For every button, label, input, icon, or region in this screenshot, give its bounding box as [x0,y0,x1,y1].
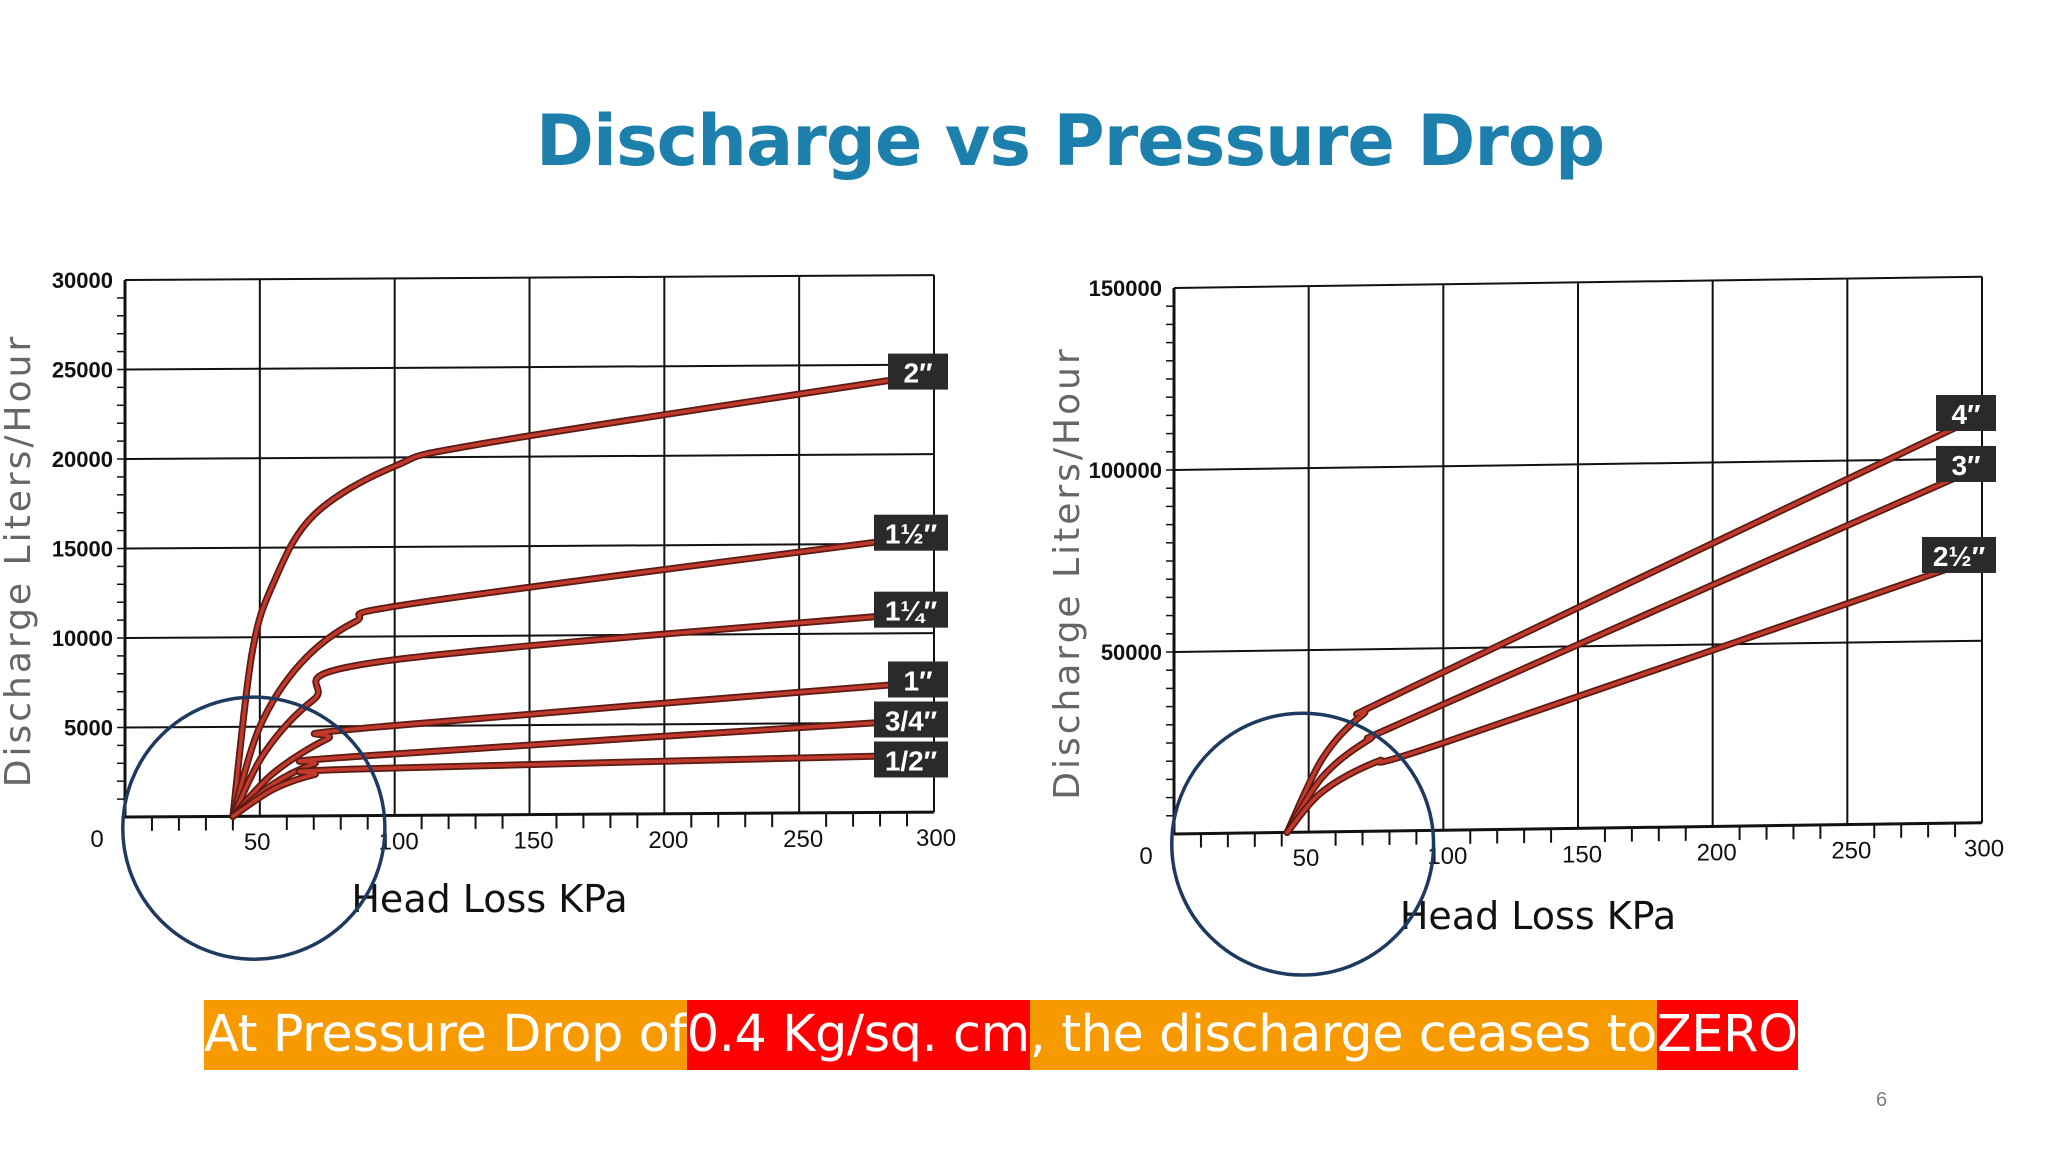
x-tick-label: 200 [1697,839,1737,866]
series-label-box-1-half [874,514,948,551]
grid-lines [1173,275,1983,833]
grid-line-horizontal [124,632,935,639]
y-tick-label: 15000 [52,537,113,562]
x-tick-label: 50 [1293,845,1320,872]
grid-line-horizontal [124,274,935,281]
x-axis-line [1173,821,1983,836]
grid-line-horizontal [1173,457,1983,471]
series-line-outline-1 [229,678,938,820]
series-label-4: 4″ [1952,399,1981,430]
x-tick-label: 150 [514,828,554,855]
series-label-box-4 [1936,395,1996,432]
x-axis-title: Head Loss KPa [351,877,627,921]
x-tick-label: 250 [1831,838,1871,865]
series-label-1-half: 1½″ [885,519,937,550]
series-line-outline-2 [229,370,938,820]
caption-banner: At Pressure Drop of 0.4 Kg/sq. cm, the d… [204,1000,1798,1070]
series-label-box-3-4 [874,701,948,738]
x-tick-label: 0 [1139,843,1152,870]
series-line-1 [231,679,936,819]
grid-lines [124,274,935,817]
x-axis-title: Head Loss KPa [1400,894,1676,938]
series-line-3-4 [231,717,936,819]
caption-segment-3: , the discharge ceases to [1029,1000,1657,1070]
series-label-1: 1″ [904,665,933,696]
chart-discharge-large-pipes: 0 50 100 150 200 250 30015000010000050000Head … [1047,275,2004,977]
x-tick-label: 150 [1562,841,1602,868]
series-label-2-half: 2½″ [1933,541,1985,572]
series-label-box-3 [1936,445,1996,482]
y-tick-label: 30000 [52,268,113,293]
y-axis-title: Discharge Liters/Hour [1047,346,1088,799]
y-tick-label: 100000 [1089,458,1162,483]
series-line-4 [1285,413,1984,835]
series-label-box-2 [888,353,948,390]
grid-line-horizontal [124,542,935,550]
series-label-box-2-half [1922,536,1996,573]
y-tick-label: 150000 [1089,276,1162,301]
page-number: 6 [1876,1089,1888,1111]
x-tick-label: 300 [916,825,956,852]
caption-segment-1: At Pressure Drop of [204,1000,687,1070]
series-line-2-half [1285,555,1984,835]
y-tick-label: 20000 [52,447,113,472]
grid-line-horizontal [124,453,935,460]
grid-line-horizontal [124,363,935,371]
minor-ticks [117,297,909,831]
series-label-3-4: 3/4″ [885,705,937,736]
slide-title: Discharge vs Pressure Drop [535,100,1605,182]
series-line-outline-1-half [229,531,938,820]
series-line-1-half [231,532,936,819]
series-label-1-quarter: 1¼″ [885,596,937,627]
highlight-circle [121,695,387,961]
y-tick-label: 25000 [52,358,113,383]
chart-discharge-small-pipes: 0 50 100 150 200 250 3003000025000200001500010… [0,268,956,961]
series-line-outline-4 [1283,411,1986,836]
series-line-1-2 [231,753,936,819]
x-tick-label: 200 [648,827,688,854]
series-label-box-1-2 [874,741,948,778]
series-line-1-quarter [231,609,936,819]
x-tick-label: 50 [244,829,271,856]
x-axis-line [124,810,935,819]
series-line-2 [231,371,936,819]
x-tick-label: 300 [1964,836,2004,863]
caption-segment-4: ZERO [1656,1000,1798,1070]
series-label-box-1-quarter [874,591,948,628]
series-label-3: 3″ [1952,450,1981,481]
y-tick-label: 5000 [64,716,113,741]
caption-segment-2: 0.4 Kg/sq. cm [686,1000,1030,1070]
series-label-2: 2″ [904,358,933,389]
highlight-circle [1170,711,1436,977]
grid-line-horizontal [1173,275,1983,289]
minor-ticks [1166,305,1957,848]
y-tick-label: 50000 [1101,640,1162,665]
y-axis-title: Discharge Liters/Hour [0,334,39,787]
x-tick-label: 250 [783,826,823,853]
x-tick-label: 0 [90,826,103,853]
series-label-box-1 [888,661,948,698]
y-tick-label: 10000 [52,626,113,651]
series-label-1-2: 1/2″ [885,745,937,776]
